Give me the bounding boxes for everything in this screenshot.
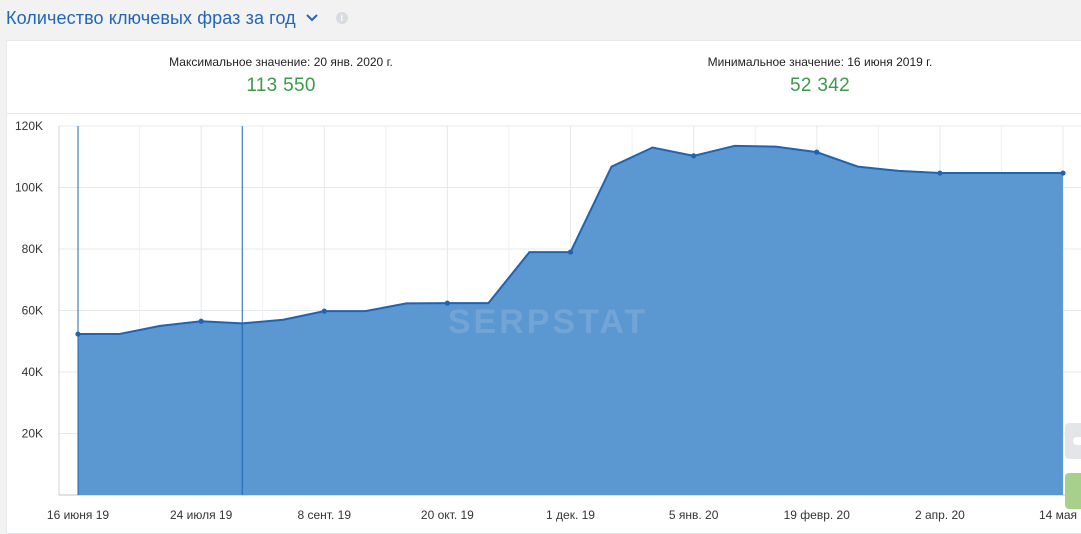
y-tick-label: 20K bbox=[22, 427, 43, 441]
y-tick-label: 60K bbox=[22, 304, 43, 318]
x-tick-label: 19 февр. 20 bbox=[784, 508, 851, 522]
chart-header: Количество ключевых фраз за год i bbox=[6, 6, 348, 30]
min-stat-value: 52 342 bbox=[790, 75, 850, 96]
data-point[interactable] bbox=[567, 249, 574, 255]
data-point[interactable] bbox=[444, 300, 450, 306]
x-tick-label: 24 июля 19 bbox=[170, 508, 233, 522]
x-tick-label: 5 янв. 20 bbox=[669, 508, 719, 522]
info-icon[interactable]: i bbox=[335, 12, 348, 24]
side-comment-button[interactable] bbox=[1065, 423, 1081, 459]
data-point[interactable] bbox=[198, 318, 204, 324]
y-tick-label: 40K bbox=[22, 365, 43, 379]
serpstat-watermark: SERPSTAT bbox=[448, 303, 648, 341]
max-stat-value: 113 550 bbox=[246, 75, 316, 96]
chart-title[interactable]: Количество ключевых фраз за год bbox=[6, 7, 296, 28]
x-tick-label: 1 дек. 19 bbox=[546, 508, 595, 522]
data-point[interactable] bbox=[1060, 170, 1066, 176]
max-stat: Максимальное значение: 20 янв. 2020 г. 1… bbox=[101, 55, 461, 97]
y-tick-label: 100K bbox=[15, 181, 43, 195]
x-tick-label: 20 окт. 19 bbox=[421, 508, 474, 522]
data-point[interactable] bbox=[814, 149, 820, 155]
x-tick-label: 16 июня 19 bbox=[47, 508, 110, 522]
x-tick-label: 2 апр. 20 bbox=[915, 508, 965, 522]
y-tick-label: 80K bbox=[22, 242, 43, 256]
data-point[interactable] bbox=[691, 153, 697, 159]
x-tick-label: 8 сент. 19 bbox=[298, 508, 352, 522]
data-point[interactable] bbox=[937, 170, 943, 176]
data-point[interactable] bbox=[75, 331, 81, 337]
stats-bar: Максимальное значение: 20 янв. 2020 г. 1… bbox=[7, 41, 1081, 114]
min-stat: Минимальное значение: 16 июня 2019 г. 52… bbox=[640, 55, 1000, 97]
side-chat-button[interactable] bbox=[1065, 473, 1081, 509]
x-tick-label: 14 мая 2 bbox=[1039, 508, 1081, 522]
data-point[interactable] bbox=[321, 308, 327, 314]
y-tick-label: 120K bbox=[15, 119, 43, 133]
min-stat-label: Минимальное значение: 16 июня 2019 г. bbox=[707, 55, 933, 69]
area-fill bbox=[78, 145, 1063, 496]
chevron-down-icon[interactable] bbox=[304, 10, 320, 26]
max-stat-label: Максимальное значение: 20 янв. 2020 г. bbox=[169, 55, 393, 69]
